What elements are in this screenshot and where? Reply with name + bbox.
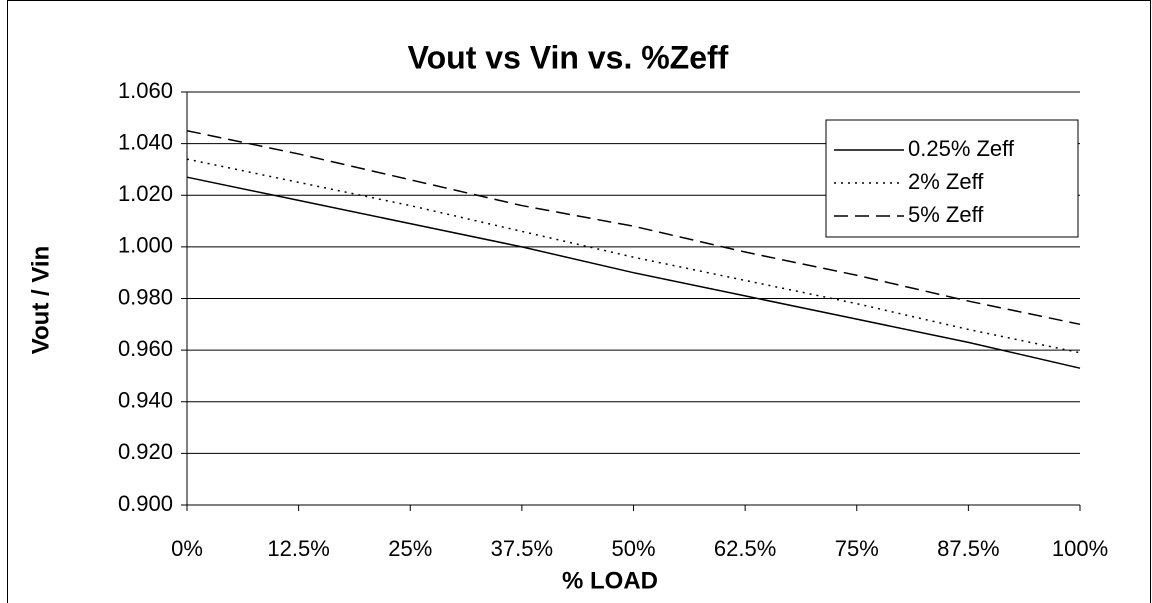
- chart-frame: [7, 0, 1151, 603]
- y-tick-label: 0.920: [118, 439, 173, 464]
- x-tick-label: 37.5%: [491, 536, 553, 561]
- y-tick-label: 1.040: [118, 129, 173, 154]
- x-axis-title: % LOAD: [562, 567, 658, 594]
- x-tick-label: 0%: [171, 536, 203, 561]
- x-tick-label: 12.5%: [267, 536, 329, 561]
- chart-title: Vout vs Vin vs. %Zeff: [408, 39, 729, 75]
- x-tick-label: 50%: [611, 536, 655, 561]
- y-tick-label: 0.980: [118, 284, 173, 309]
- y-tick-label: 1.020: [118, 181, 173, 206]
- x-tick-label: 62.5%: [714, 536, 776, 561]
- y-axis-title: Vout / Vin: [27, 246, 54, 354]
- y-tick-label: 0.940: [118, 388, 173, 413]
- x-tick-label: 75%: [835, 536, 879, 561]
- legend-label: 0.25% Zeff: [908, 136, 1015, 161]
- y-tick-label: 0.900: [118, 491, 173, 516]
- x-tick-label: 87.5%: [937, 536, 999, 561]
- x-tick-label: 25%: [388, 536, 432, 561]
- series-line: [186, 129, 1081, 326]
- series-line: [186, 176, 1081, 369]
- legend-label: 5% Zeff: [908, 202, 984, 227]
- x-tick-label: 100%: [1052, 536, 1108, 561]
- legend-label: 2% Zeff: [908, 169, 984, 194]
- y-tick-label: 1.060: [118, 78, 173, 103]
- legend-box: [825, 119, 1079, 238]
- y-tick-label: 0.960: [118, 336, 173, 361]
- y-tick-label: 1.000: [118, 233, 173, 258]
